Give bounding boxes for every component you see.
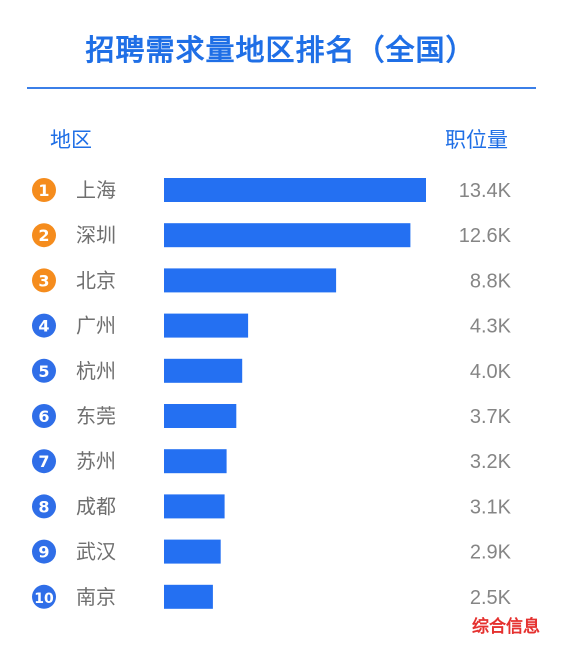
region-label-4: 广州 <box>76 314 116 338</box>
region-label-8: 成都 <box>76 494 116 518</box>
rank-badge-7 <box>32 449 56 474</box>
bar-8 <box>164 494 225 519</box>
region-label-10: 南京 <box>76 585 116 609</box>
value-label-6: 3.7K <box>470 406 512 428</box>
rank-badge-10 <box>32 584 56 609</box>
rank-number-8: 8 <box>38 497 49 516</box>
chart-row-5: 5 杭州 4.0K <box>32 358 512 383</box>
rank-badge-6 <box>32 404 56 428</box>
bar-10 <box>164 584 213 609</box>
page-title: 招聘需求量地区排名（全国） <box>85 33 476 67</box>
column-header-region: 地区 <box>50 128 92 152</box>
value-label-10: 2.5K <box>470 587 512 609</box>
bar-5 <box>164 358 243 383</box>
region-label-6: 东莞 <box>76 404 116 428</box>
chart-row-6: 6 东莞 3.7K <box>32 404 512 428</box>
rank-badge-9 <box>32 539 56 564</box>
rank-number-1: 1 <box>38 181 49 200</box>
column-header-count: 职位量 <box>445 128 508 152</box>
value-label-9: 2.9K <box>470 542 512 564</box>
rank-number-5: 5 <box>38 362 49 381</box>
rank-badge-5 <box>32 358 56 383</box>
rank-number-2: 2 <box>38 226 49 245</box>
chart-row-1: 1 上海 13.4K <box>32 178 512 202</box>
source-label: 综合信息 <box>472 617 540 637</box>
value-label-5: 4.0K <box>470 361 512 383</box>
region-label-2: 深圳 <box>76 223 116 247</box>
rank-number-4: 4 <box>38 317 49 336</box>
chart-row-3: 3 北京 8.8K <box>32 268 512 293</box>
value-label-7: 3.2K <box>470 451 512 473</box>
value-label-3: 8.8K <box>470 270 512 292</box>
chart-row-7: 7 苏州 3.2K <box>32 449 512 474</box>
region-label-3: 北京 <box>76 268 116 292</box>
bar-4 <box>164 313 249 338</box>
rank-badge-1 <box>32 178 56 202</box>
chart-row-4: 4 广州 4.3K <box>32 313 512 338</box>
chart-row-8: 8 成都 3.1K <box>32 494 512 519</box>
bar-9 <box>164 539 221 564</box>
bar-6 <box>164 404 237 428</box>
rank-number-3: 3 <box>38 271 49 290</box>
region-label-1: 上海 <box>76 178 116 202</box>
value-label-8: 3.1K <box>470 496 512 518</box>
rank-badge-3 <box>32 268 56 293</box>
value-label-4: 4.3K <box>470 316 512 338</box>
rank-number-9: 9 <box>38 543 49 562</box>
rank-number-10: 10 <box>34 591 54 607</box>
bar-7 <box>164 449 227 474</box>
region-label-5: 杭州 <box>76 359 116 383</box>
title-divider <box>27 87 536 89</box>
bar-1 <box>164 178 426 202</box>
rank-number-7: 7 <box>38 452 49 471</box>
rank-badge-8 <box>32 494 56 519</box>
bar-3 <box>164 268 337 293</box>
chart-row-2: 2 深圳 12.6K <box>32 223 512 248</box>
rank-badge-4 <box>32 313 56 338</box>
region-label-7: 苏州 <box>76 449 116 473</box>
rank-badge-2 <box>32 223 56 248</box>
region-label-9: 武汉 <box>76 540 116 564</box>
chart-row-10: 10 南京 2.5K <box>32 584 512 609</box>
bar-2 <box>164 223 411 248</box>
rank-number-6: 6 <box>38 407 49 426</box>
value-label-1: 13.4K <box>459 180 512 202</box>
chart-row-9: 9 武汉 2.9K <box>32 539 512 564</box>
value-label-2: 12.6K <box>459 225 512 247</box>
